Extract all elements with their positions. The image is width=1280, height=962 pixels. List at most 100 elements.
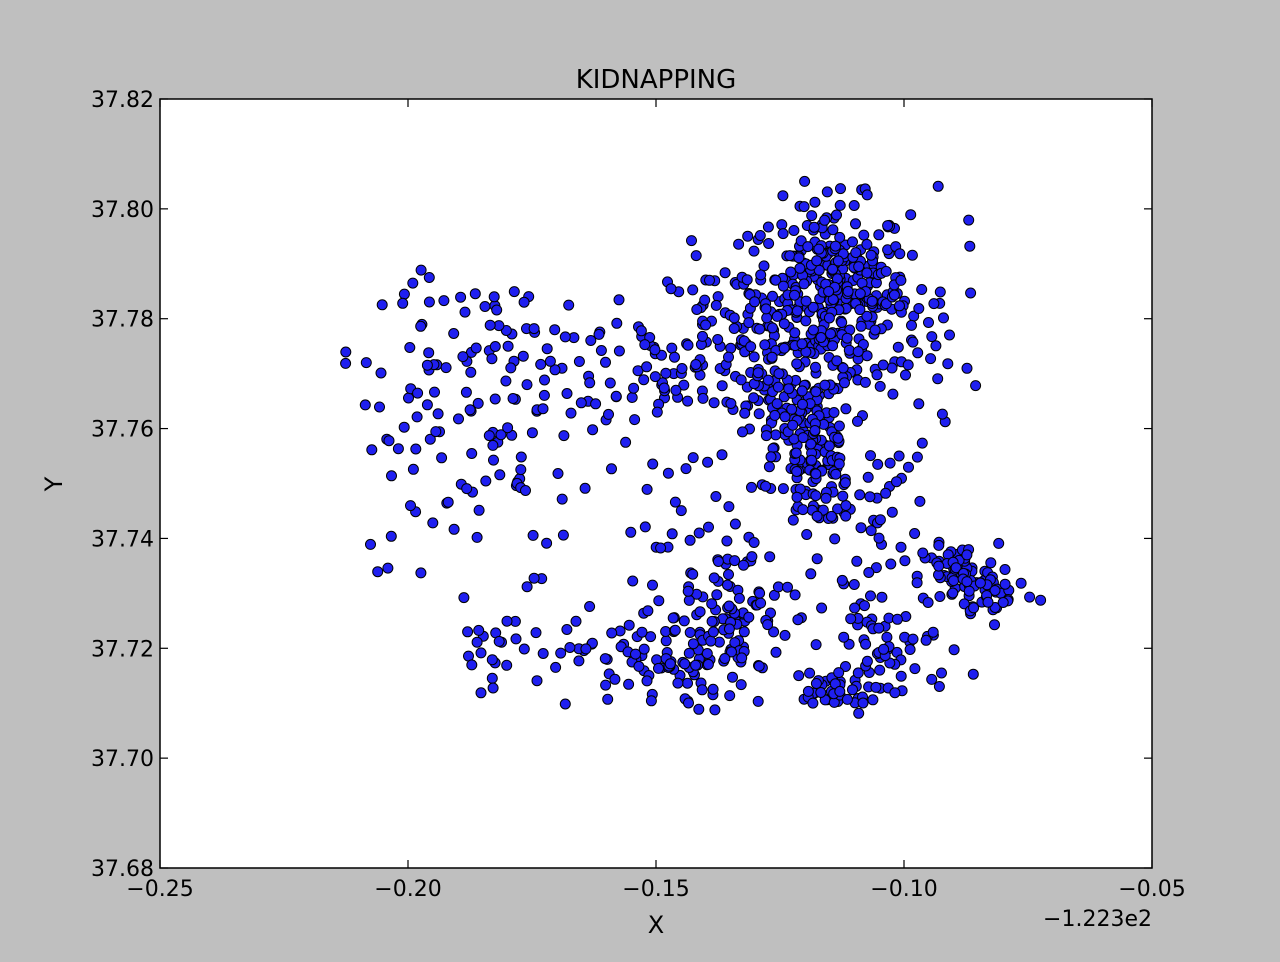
scatter-point (911, 451, 923, 463)
scatter-point (985, 557, 997, 569)
scatter-point (899, 555, 911, 567)
scatter-point (665, 283, 677, 295)
scatter-point (861, 189, 873, 201)
scatter-point (613, 345, 625, 357)
scatter-point (779, 411, 791, 423)
scatter-point (763, 461, 775, 473)
scatter-point (521, 379, 533, 391)
scatter-point (820, 492, 832, 504)
scatter-point (628, 382, 640, 394)
scatter-point (831, 209, 842, 221)
scatter-point (585, 335, 597, 346)
scatter-point (834, 685, 846, 697)
scatter-point (771, 310, 783, 322)
scatter-point (764, 551, 776, 563)
scatter-point (412, 387, 424, 399)
scatter-point (403, 392, 414, 404)
scatter-point (797, 398, 808, 410)
scatter-point (865, 249, 877, 261)
scatter-point (874, 380, 886, 392)
scatter-point (575, 397, 587, 409)
y-tick-label: 37.74 (91, 527, 154, 552)
scatter-point (748, 392, 760, 404)
scatter-point (494, 469, 506, 481)
scatter-point (457, 351, 469, 363)
scatter-point (629, 414, 641, 426)
scatter-point (800, 315, 812, 327)
scatter-point (748, 537, 760, 548)
scatter-point (766, 351, 778, 363)
scatter-point (854, 489, 866, 501)
scatter-point (894, 300, 905, 312)
scatter-point (961, 576, 973, 588)
scatter-point (933, 560, 945, 572)
scatter-point (573, 356, 585, 367)
scatter-point (719, 267, 731, 279)
scatter-point (882, 220, 894, 232)
scatter-point (836, 317, 848, 328)
scatter-point (832, 432, 844, 444)
scatter-point (415, 264, 427, 276)
scatter-point (772, 581, 784, 593)
scatter-point (521, 581, 533, 593)
scatter-point (961, 549, 973, 561)
scatter-point (471, 531, 483, 543)
scatter-point (743, 317, 755, 329)
scatter-point (599, 653, 611, 665)
scatter-point (495, 429, 507, 441)
scatter-point (874, 514, 886, 526)
scatter-point (701, 648, 713, 659)
scatter-point (398, 421, 410, 433)
scatter-point (385, 530, 397, 542)
scatter-point (798, 278, 810, 290)
scatter-point (839, 377, 850, 389)
scatter-point (791, 491, 803, 503)
scatter-point (649, 371, 661, 383)
scatter-point (470, 342, 482, 354)
scatter-point (662, 467, 674, 479)
scatter-point (438, 295, 450, 307)
scatter-point (604, 377, 616, 389)
scatter-point (861, 310, 873, 322)
scatter-point (636, 626, 648, 638)
scatter-point (847, 684, 858, 696)
scatter-point (759, 339, 771, 351)
scatter-point (626, 392, 638, 403)
scatter-point (905, 209, 917, 221)
scatter-point (472, 397, 484, 409)
scatter-point (933, 681, 945, 692)
scatter-point (922, 597, 934, 608)
scatter-point (609, 673, 621, 685)
scatter-point (658, 382, 670, 394)
scatter-point (930, 340, 942, 352)
scatter-point (518, 643, 530, 655)
scatter-point (493, 635, 505, 647)
scatter-point (486, 672, 498, 684)
scatter-point (466, 659, 478, 671)
scatter-point (702, 456, 714, 468)
scatter-point (796, 385, 808, 397)
scatter-point (641, 675, 653, 687)
scatter-point (469, 288, 481, 300)
scatter-point (837, 362, 849, 374)
scatter-point (707, 626, 719, 638)
scatter-point (600, 356, 611, 368)
scatter-point (684, 627, 696, 638)
scatter-point (782, 581, 793, 593)
scatter-point (754, 230, 766, 241)
scatter-point (852, 346, 864, 358)
scatter-point (802, 241, 814, 253)
scatter-point (666, 528, 678, 540)
scatter-point (687, 568, 699, 580)
scatter-point (948, 575, 960, 587)
scatter-point (340, 357, 352, 369)
scatter-point (733, 592, 745, 604)
scatter-point (993, 537, 1005, 549)
scatter-point (770, 274, 782, 286)
scatter-point (642, 605, 654, 617)
scatter-point (974, 577, 986, 589)
scatter-point (423, 296, 435, 308)
scatter-point (527, 529, 539, 541)
scatter-point (920, 634, 932, 646)
